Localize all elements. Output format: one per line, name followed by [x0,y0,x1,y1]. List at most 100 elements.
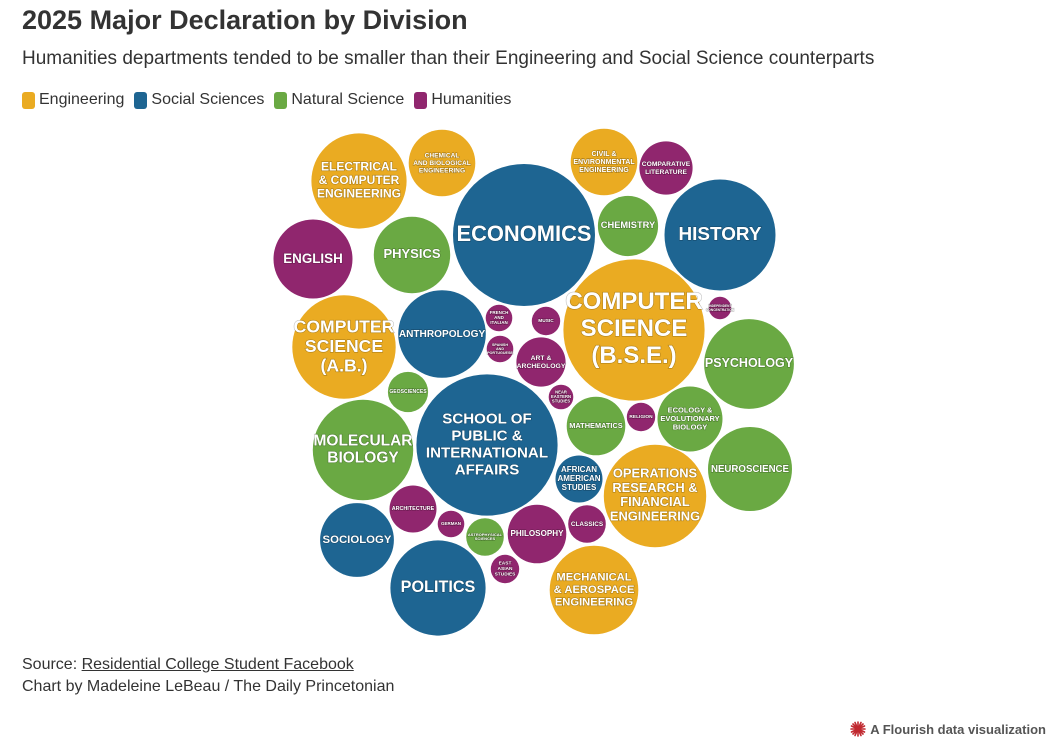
bubble-economics[interactable]: ECONOMICS [453,164,595,306]
bubble-german[interactable]: GERMAN [437,510,465,538]
bubble-school-of-public-international-affairs[interactable]: SCHOOL OF PUBLIC & INTERNATIONAL AFFAIRS [416,374,558,516]
bubble-comparative-literature[interactable]: COMPARATIVE LITERATURE [639,141,693,195]
bubble-molecular-biology[interactable]: MOLECULAR BIOLOGY [312,399,414,501]
bubble-circle-physics [373,216,451,294]
bubble-label-line: ARCHITECTURE [392,506,435,512]
bubble-label-line: MATHEMATICS [569,421,623,430]
bubble-circle-english [273,219,353,299]
bubble-label-line: AND [494,315,504,320]
bubble-philosophy[interactable]: PHILOSOPHY [507,504,567,564]
bubble-circle-sociology [320,503,394,577]
bubble-label-german: GERMAN [441,521,461,526]
footer: Source: Residential College Student Face… [22,654,394,698]
bubble-label-molecular-biology: MOLECULAR BIOLOGY [313,432,412,466]
bubble-label-line: STUDIES [495,572,517,578]
bubble-religion[interactable]: RELIGION [626,402,656,432]
bubble-sociology[interactable]: SOCIOLOGY [320,503,394,577]
bubble-label-french-and-italian: FRENCH AND ITALIAN [490,310,509,325]
bubble-label-spanish-and-portuguese: SPANISH AND PORTUGUESE [487,343,513,355]
bubble-astrophysical-sciences[interactable]: ASTROPHYSICAL SCIENCES [466,518,504,556]
legend-item-social-sciences[interactable]: Social Sciences [134,91,264,109]
bubble-label-east-asian-studies: EAST ASIAN STUDIES [495,561,517,578]
bubble-circle-mechanical-aerospace-engineering [549,545,639,635]
bubble-label-line: COMPARATIVE [642,161,691,168]
bubble-circle-independent-concentration [708,296,732,320]
bubble-label-line: ECOLOGY & [668,406,713,415]
bubble-label-line: ECONOMICS [457,221,592,246]
bubble-spanish-and-portuguese[interactable]: SPANISH AND PORTUGUESE [486,335,514,363]
bubble-label-physics: PHYSICS [383,246,440,261]
bubble-label-line: AND [496,347,504,351]
bubble-label-line: ENGINEERING [610,509,700,524]
bubble-mechanical-aerospace-engineering[interactable]: MECHANICAL & AEROSPACE ENGINEERING [549,545,639,635]
bubble-computer-science-b-s-e[interactable]: COMPUTER SCIENCE (B.S.E.) [563,259,705,401]
byline: Chart by Madeleine LeBeau / The Daily Pr… [22,678,395,695]
bubble-politics[interactable]: POLITICS [390,540,486,636]
bubble-label-line: NEAR [555,389,567,394]
bubble-label-comparative-literature: COMPARATIVE LITERATURE [642,161,691,176]
bubble-label-classics: CLASSICS [571,521,604,528]
bubble-label-line: INDEPENDENT [709,304,732,308]
bubble-african-american-studies[interactable]: AFRICAN AMERICAN STUDIES [555,455,603,503]
bubble-french-and-italian[interactable]: FRENCH AND ITALIAN [485,304,513,332]
bubble-neuroscience[interactable]: NEUROSCIENCE [708,427,792,511]
flourish-credit-text: A Flourish data visualization [870,721,1046,737]
bubble-label-chemical-and-biological-engineering: CHEMICAL AND BIOLOGICAL ENGINEERING [413,152,471,174]
bubble-label-line: EASTERN [551,394,571,399]
flourish-logo-icon [850,721,867,737]
bubble-chemistry[interactable]: CHEMISTRY [597,195,659,257]
bubble-label-ecology-evolutionary-biology: ECOLOGY & EVOLUTIONARY BIOLOGY [660,406,719,432]
bubble-independent-concentration[interactable]: INDEPENDENT CONCENTRATION [706,296,735,320]
bubble-music[interactable]: MUSIC [531,306,561,336]
bubble-label-line: MECHANICAL [556,571,631,583]
bubble-label-line: SCIENCE [581,315,688,342]
bubble-label-line: INTERNATIONAL [426,444,548,461]
bubble-art-archeology[interactable]: ART & ARCHEOLOGY [516,337,566,387]
bubble-label-line: NEUROSCIENCE [711,464,790,475]
legend-item-engineering[interactable]: Engineering [22,91,124,109]
bubble-psychology[interactable]: PSYCHOLOGY [704,319,794,409]
bubble-label-politics: POLITICS [401,578,476,596]
bubble-civil-environmental-engineering[interactable]: CIVIL & ENVIRONMENTAL ENGINEERING [570,128,638,196]
bubble-circle-politics [390,540,486,636]
bubble-label-line: GERMAN [441,521,461,526]
bubble-label-line: SPANISH [492,343,508,347]
bubble-history[interactable]: HISTORY [664,179,776,291]
legend-swatch-natural-science [274,91,288,109]
bubble-ecology-evolutionary-biology[interactable]: ECOLOGY & EVOLUTIONARY BIOLOGY [657,386,723,452]
bubble-operations-research-financial-engineering[interactable]: OPERATIONS RESEARCH & FINANCIAL ENGINEERING [603,444,707,548]
bubble-label-line: & COMPUTER [319,173,400,187]
bubble-computer-science-a-b[interactable]: COMPUTER SCIENCE (A.B.) [292,295,396,399]
bubble-label-line: ENGINEERING [317,187,401,201]
bubble-circle-chemical-and-biological-engineering [408,129,476,197]
bubble-label-line: ENGINEERING [419,167,465,174]
bubble-circle-neuroscience [708,427,792,511]
legend-swatch-social-sciences [134,91,148,109]
bubble-geosciences[interactable]: GEOSCIENCES [387,371,429,413]
bubble-circle-mathematics [566,396,626,456]
bubble-physics[interactable]: PHYSICS [373,216,451,294]
bubble-circle-astrophysical-sciences [466,518,504,556]
flourish-credit[interactable]: A Flourish data visualization [850,721,1046,737]
legend-item-humanities[interactable]: Humanities [414,91,511,109]
bubble-circle-electrical-computer-engineering [311,133,407,229]
bubble-near-eastern-studies[interactable]: NEAR EASTERN STUDIES [548,384,574,410]
source-link[interactable]: Residential College Student Facebook [81,656,354,673]
bubble-classics[interactable]: CLASSICS [568,505,606,543]
bubble-label-line: ENVIRONMENTAL [573,158,635,166]
bubble-label-line: ENGINEERING [555,596,634,608]
bubble-circle-philosophy [507,504,567,564]
bubble-architecture[interactable]: ARCHITECTURE [389,485,437,533]
bubble-east-asian-studies[interactable]: EAST ASIAN STUDIES [490,554,520,584]
bubble-chemical-and-biological-engineering[interactable]: CHEMICAL AND BIOLOGICAL ENGINEERING [408,129,476,197]
bubble-label-school-of-public-international-affairs: SCHOOL OF PUBLIC & INTERNATIONAL AFFAIRS [426,411,548,479]
bubble-anthropology[interactable]: ANTHROPOLOGY [398,290,486,378]
bubble-circle-east-asian-studies [490,554,520,584]
bubble-english[interactable]: ENGLISH [273,219,353,299]
bubble-label-line: AMERICAN [557,474,600,483]
legend-item-natural-science[interactable]: Natural Science [274,91,404,109]
bubble-electrical-computer-engineering[interactable]: ELECTRICAL & COMPUTER ENGINEERING [311,133,407,229]
bubble-mathematics[interactable]: MATHEMATICS [566,396,626,456]
bubble-label-line: FINANCIAL [620,495,690,510]
bubble-label-line: POLITICS [401,578,476,596]
